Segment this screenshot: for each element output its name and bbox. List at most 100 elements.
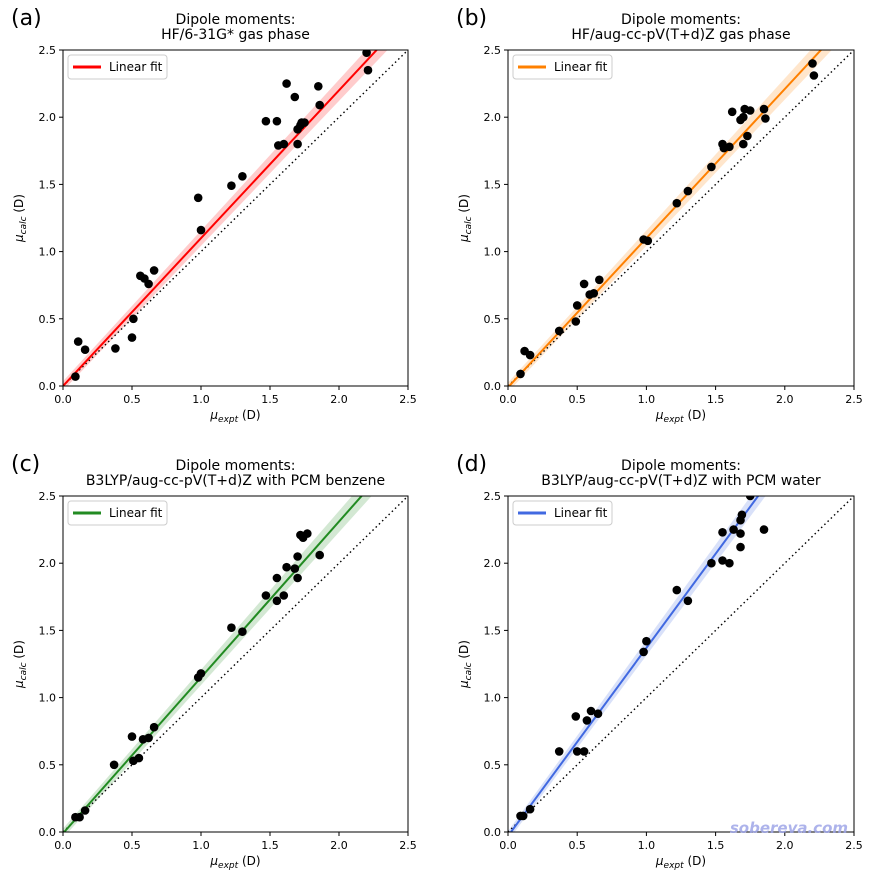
panel-label: (b) [456,6,487,31]
y-axis-label: μcalc (D) [12,194,29,243]
panel-3: (d) Dipole moments:B3LYP/aug-cc-pV(T+d)Z … [456,452,863,871]
data-point [315,100,325,110]
data-point [739,139,748,149]
legend-box [512,54,613,80]
data-point [707,558,716,568]
data-point [729,525,738,534]
fit-confidence-band [508,496,766,832]
data-point [109,760,119,770]
data-point [279,139,289,149]
watermark: sobereva.com [730,819,848,837]
y-tick-label: 1.0 [484,246,502,259]
data-point [642,636,651,646]
y-tick-label: 1.5 [39,624,57,637]
chart-title-line: HF/aug-cc-pV(T+d)Z gas phase [571,27,790,43]
plot-area [63,50,408,386]
data-point [314,82,323,91]
x-tick-label: 1.5 [707,839,725,852]
fit-confidence-band [63,50,388,386]
data-point [238,627,247,636]
data-point [572,301,582,310]
data-point [808,59,817,68]
x-tick-label: 2.0 [776,839,794,852]
data-point [718,556,727,565]
legend-label: Linear fit [109,506,163,520]
x-tick-label: 0.0 [54,393,72,406]
data-point [516,369,525,379]
x-tick-label: 1.0 [192,839,210,852]
y-tick-label: 0.5 [484,759,502,772]
data-point [282,562,291,572]
legend: Linear fit [512,500,613,526]
plot-area [63,496,408,832]
y-tick-label: 1.5 [484,178,502,191]
fit-confidence-band [63,496,372,832]
identity-line [63,50,408,386]
chart-title-line: Dipole moments: [621,458,741,474]
y-tick-label: 0.5 [39,759,57,772]
y-tick-label: 0.5 [39,313,57,326]
data-point [300,118,309,127]
fit-line [508,50,823,386]
x-tick-label: 2.5 [845,839,863,852]
panel-label: (d) [456,452,487,477]
axes-frame [62,49,409,387]
data-point [272,573,282,583]
data-point [149,266,159,275]
legend-box [67,54,168,80]
x-tick-label: 0.5 [123,839,141,852]
data-point [293,139,302,149]
data-point [572,747,582,756]
x-tick-label: 0.0 [499,839,517,852]
y-axis-label: μcalc (D) [457,194,474,243]
data-point [745,106,755,115]
data-point [149,722,159,732]
y-tick-label: 2.0 [39,557,57,570]
x-tick-label: 1.0 [638,839,656,852]
y-axis-label: μcalc (D) [457,640,474,689]
data-point [80,345,90,355]
data-point [75,812,84,822]
data-point [759,525,769,534]
y-tick-label: 0.0 [484,826,502,839]
chart-title-line: B3LYP/aug-cc-pV(T+d)Z with PCM benzene [86,473,385,489]
data-point [736,542,745,552]
data-point [293,552,302,561]
chart-title-line: Dipole moments: [176,458,296,474]
data-point [718,528,727,537]
data-point [279,591,289,600]
data-point [727,107,737,117]
y-tick-label: 1.0 [39,246,57,259]
data-point [261,116,271,126]
data-point [739,112,748,122]
data-point [579,279,589,289]
data-point [643,236,653,246]
x-tick-label: 2.5 [399,839,417,852]
plot-area [508,496,854,832]
data-point [193,193,203,203]
data-point [127,732,137,741]
legend: Linear fit [512,54,613,80]
data-point [80,806,90,815]
data-point [595,275,604,285]
panel-0: (a) Dipole moments:HF/6-31G* gas phase 0.0… [11,6,417,425]
y-tick-label: 0.0 [39,380,57,393]
y-tick-label: 2.5 [39,44,57,57]
legend-label: Linear fit [109,60,163,74]
panel-1: (b) Dipole moments:HF/aug-cc-pV(T+d)Z gas… [456,6,863,425]
fit-line [63,496,363,832]
panel-2: (c) Dipole moments:B3LYP/aug-cc-pV(T+d)Z … [11,452,417,871]
x-tick-label: 1.0 [192,393,210,406]
x-axis-label: μexpt (D) [209,854,260,871]
data-point [134,753,144,763]
legend-box [512,500,613,526]
y-tick-label: 2.5 [484,44,502,57]
y-tick-label: 2.0 [484,111,502,124]
data-point [571,317,581,326]
data-point [227,623,236,632]
data-point [363,65,373,75]
x-tick-label: 2.0 [776,393,794,406]
data-point [736,529,745,538]
data-point [579,747,589,756]
data-point [261,591,271,600]
